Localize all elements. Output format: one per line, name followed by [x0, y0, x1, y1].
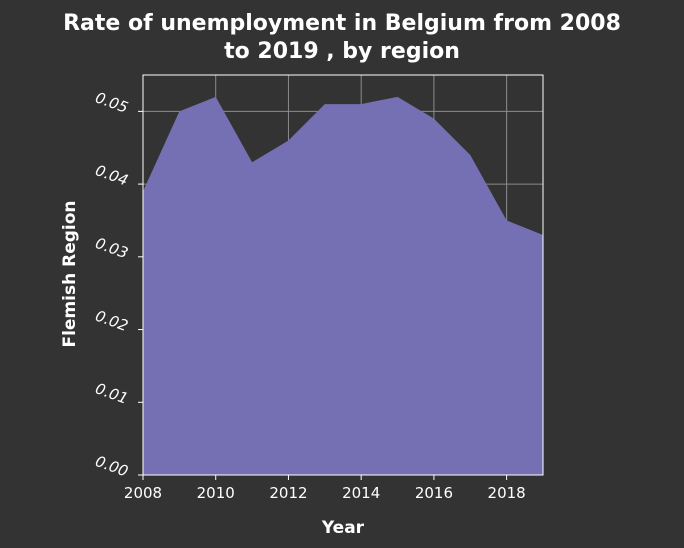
x-tick-label-3: 2014: [342, 484, 380, 502]
y-axis-label: Flemish Region: [60, 200, 80, 347]
y-tick-label-4: 0.04: [93, 161, 131, 189]
area-series: [143, 96, 543, 476]
y-tick-label-1: 0.01: [93, 379, 131, 407]
x-tick-label-4: 2016: [415, 484, 453, 502]
y-tick-label-2: 0.02: [93, 307, 131, 335]
y-tick-label-3: 0.03: [93, 234, 131, 262]
plot-frame: [142, 74, 544, 476]
x-tick-label-1: 2010: [197, 484, 235, 502]
chart-title-line-2: to 2019 , by region: [224, 39, 460, 64]
y-axis-ticks: 0.00 0.01 0.02 0.03 0.04 0.05: [93, 88, 143, 480]
y-tick-label-5: 0.05: [93, 88, 131, 116]
x-tick-label-5: 2018: [488, 484, 526, 502]
x-tick-label-0: 2008: [124, 484, 162, 502]
y-tick-label-0: 0.00: [93, 452, 131, 480]
x-axis-ticks: 2008 2010 2012 2014 2016 2018: [124, 475, 526, 502]
chart-title-line-1: Rate of unemployment in Belgium from 200…: [63, 11, 621, 36]
x-axis-label: Year: [321, 518, 365, 538]
x-tick-label-2: 2012: [269, 484, 307, 502]
